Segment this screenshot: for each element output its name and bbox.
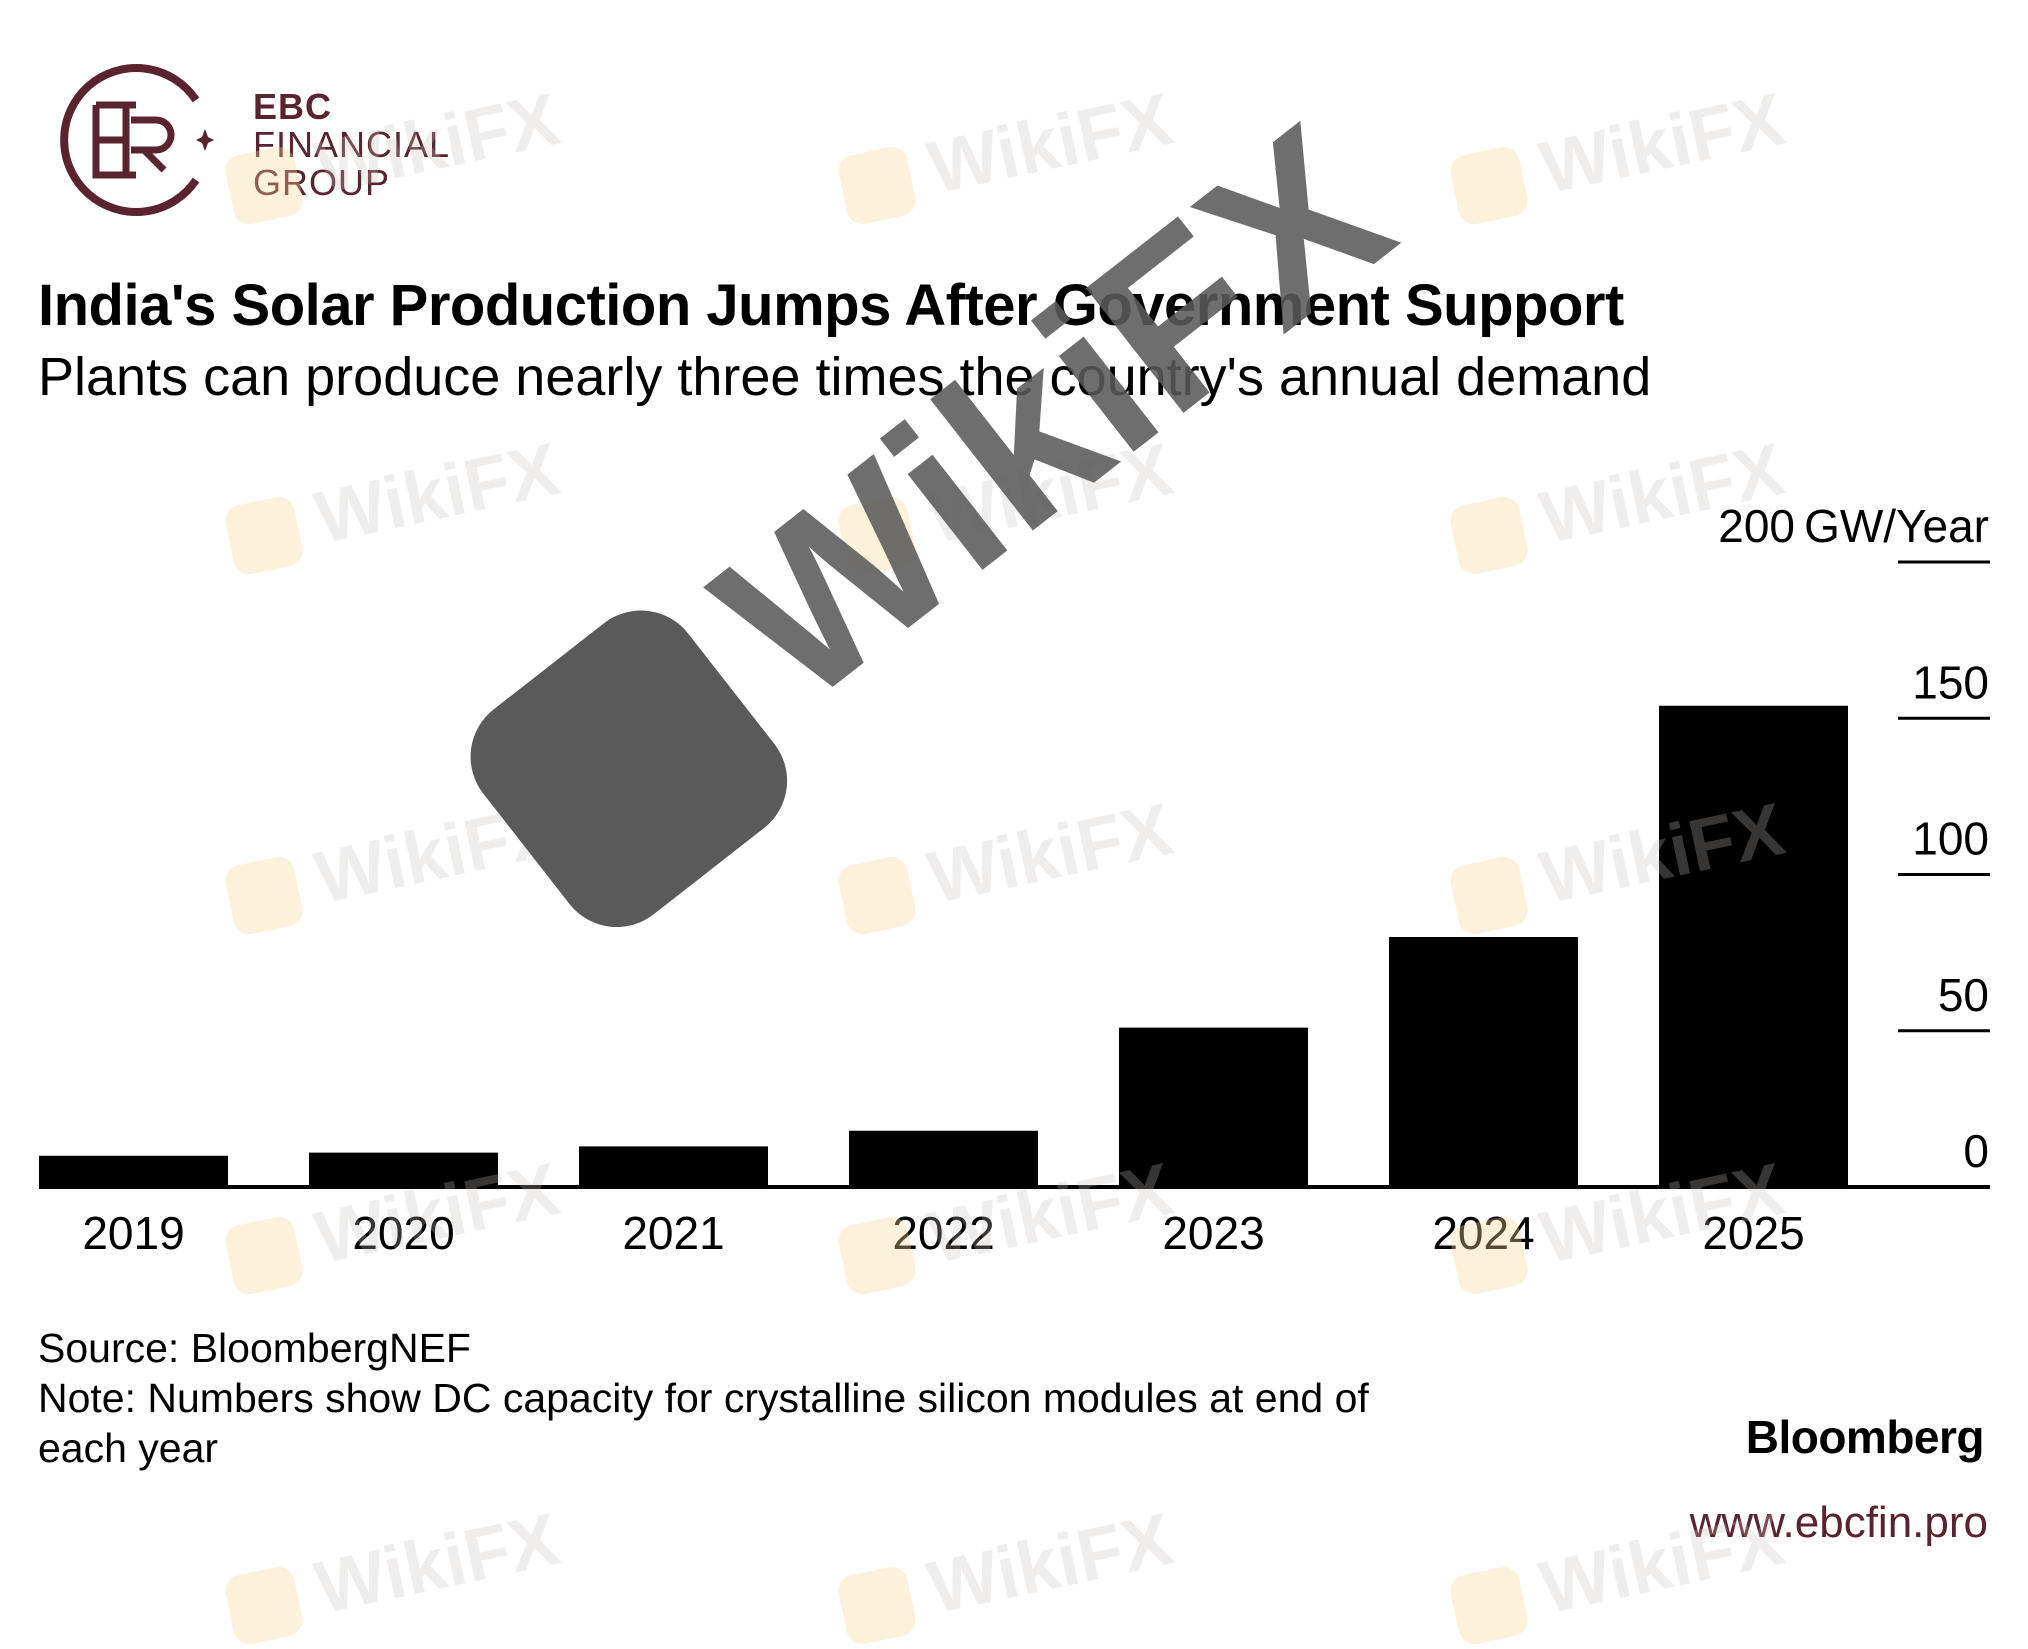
- bar: [849, 1130, 1038, 1187]
- bar: [39, 1155, 228, 1187]
- note-text: Note: Numbers show DC capacity for cryst…: [38, 1375, 1369, 1421]
- bar: [1659, 705, 1848, 1187]
- x-tick-label: 2025: [1702, 1207, 1804, 1259]
- website-link[interactable]: www.ebcfin.pro: [1689, 1498, 1988, 1547]
- x-tick-label: 2019: [82, 1207, 184, 1259]
- bar: [1389, 937, 1578, 1187]
- note-text-cont: each year: [38, 1425, 219, 1471]
- x-tick-label: 2022: [892, 1207, 994, 1259]
- bar: [579, 1146, 768, 1187]
- chart-subtitle: Plants can produce nearly three times th…: [38, 347, 1652, 407]
- x-tick-label: 2023: [1162, 1207, 1264, 1259]
- x-tick-label: 2024: [1432, 1207, 1534, 1259]
- logo-text-financial: FINANCIAL: [253, 124, 451, 165]
- bar: [1119, 1027, 1308, 1187]
- y-unit-label: GW/Year: [1804, 500, 1989, 552]
- logo-text-ebc: EBC: [253, 86, 333, 127]
- chart-title: India's Solar Production Jumps After Gov…: [38, 273, 1624, 338]
- y-tick-label: 50: [1938, 969, 1989, 1021]
- y-tick-label: 150: [1912, 656, 1989, 708]
- ebc-logo-icon: [60, 64, 214, 216]
- bar-chart: 0 50 100 150 200 GW/Year 2019 2020 2021 2022 2023 2…: [39, 500, 1990, 1259]
- y-tick-label: 200: [1718, 500, 1795, 552]
- x-tick-label: 2020: [352, 1207, 454, 1259]
- y-tick-label: 100: [1912, 813, 1989, 865]
- x-tick-label: 2021: [622, 1207, 724, 1259]
- bloomberg-brand: Bloomberg: [1745, 1411, 1985, 1463]
- bar: [309, 1152, 498, 1187]
- y-tick-label: 0: [1963, 1125, 1989, 1177]
- source-text: Source: BloombergNEF: [38, 1325, 471, 1371]
- logo-text-group: GROUP: [253, 162, 391, 203]
